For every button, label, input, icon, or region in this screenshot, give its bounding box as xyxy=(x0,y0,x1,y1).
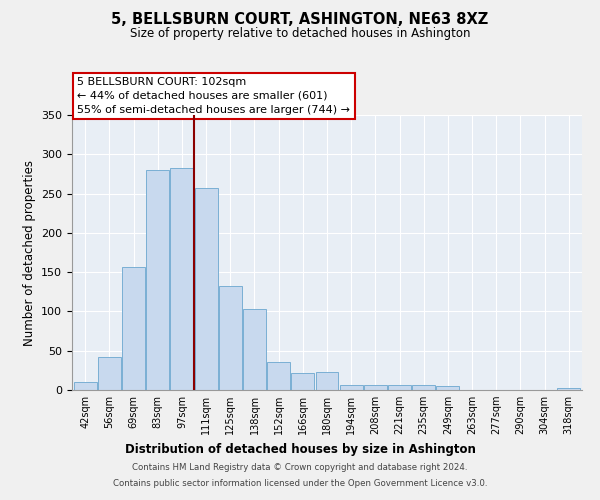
Bar xyxy=(170,168,193,390)
Bar xyxy=(122,266,145,390)
Text: Contains HM Land Registry data © Crown copyright and database right 2024.: Contains HM Land Registry data © Crown c… xyxy=(132,464,468,472)
Text: 5 BELLSBURN COURT: 102sqm
← 44% of detached houses are smaller (601)
55% of semi: 5 BELLSBURN COURT: 102sqm ← 44% of detac… xyxy=(77,77,350,115)
Bar xyxy=(219,286,242,390)
Text: 5, BELLSBURN COURT, ASHINGTON, NE63 8XZ: 5, BELLSBURN COURT, ASHINGTON, NE63 8XZ xyxy=(112,12,488,28)
Bar xyxy=(194,188,218,390)
Bar xyxy=(316,372,338,390)
Text: Contains public sector information licensed under the Open Government Licence v3: Contains public sector information licen… xyxy=(113,478,487,488)
Y-axis label: Number of detached properties: Number of detached properties xyxy=(23,160,35,346)
Bar xyxy=(98,357,121,390)
Bar xyxy=(436,386,460,390)
Bar xyxy=(243,309,266,390)
Bar xyxy=(74,382,97,390)
Text: Size of property relative to detached houses in Ashington: Size of property relative to detached ho… xyxy=(130,28,470,40)
Bar xyxy=(557,388,580,390)
Bar xyxy=(412,386,435,390)
Bar xyxy=(364,386,387,390)
Bar xyxy=(292,372,314,390)
Bar xyxy=(146,170,169,390)
Bar xyxy=(388,386,411,390)
Bar xyxy=(340,384,362,390)
Text: Distribution of detached houses by size in Ashington: Distribution of detached houses by size … xyxy=(125,442,475,456)
Bar xyxy=(267,362,290,390)
